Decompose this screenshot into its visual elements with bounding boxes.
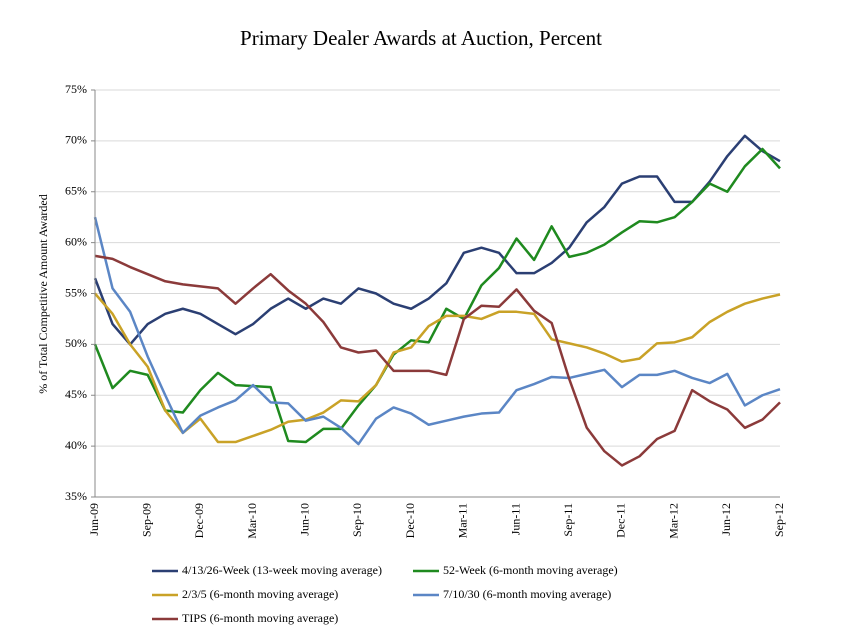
grid xyxy=(95,89,780,498)
x-tick-label: Jun-10 xyxy=(298,503,312,536)
legend-label: 52-Week (6-month moving average) xyxy=(443,563,618,577)
y-tick-label: 35% xyxy=(65,489,87,503)
y-axis-label: % of Total Competitive Amount Awarded xyxy=(36,194,50,393)
y-tick-label: 75% xyxy=(65,82,87,96)
y-tick-label: 55% xyxy=(65,285,87,299)
legend-label: TIPS (6-month moving average) xyxy=(182,611,338,625)
x-tick-label: Mar-10 xyxy=(245,503,259,539)
legend-label: 7/10/30 (6-month moving average) xyxy=(443,587,611,601)
y-tick-label: 65% xyxy=(65,184,87,198)
y-tick-label: 45% xyxy=(65,387,87,401)
x-tick-label: Mar-11 xyxy=(456,503,470,538)
series-line xyxy=(93,134,781,346)
y-tick-label: 50% xyxy=(65,336,87,350)
legend-label: 4/13/26-Week (13-week moving average) xyxy=(182,563,382,577)
x-tick-label: Dec-11 xyxy=(614,503,628,538)
legend: 4/13/26-Week (13-week moving average) 52-… xyxy=(152,563,618,625)
chart-title: Primary Dealer Awards at Auction, Percen… xyxy=(240,26,602,50)
lines xyxy=(93,134,781,467)
series-line xyxy=(94,254,781,467)
x-tick-label: Mar-12 xyxy=(666,503,680,539)
x-tick-label: Jun-12 xyxy=(719,503,733,536)
series-line xyxy=(93,216,781,446)
axes: 35% 40% 45% 50% 55% 60% 65% 70% 75% Jun-09 Sep-09 D… xyxy=(65,82,786,539)
x-tick-label: Dec-10 xyxy=(403,503,417,538)
y-tick-label: 40% xyxy=(65,438,87,452)
y-tick-label: 60% xyxy=(65,234,87,248)
x-tick-label: Sep-09 xyxy=(139,503,153,537)
x-tick-label: Jun-09 xyxy=(87,503,101,536)
y-tick-label: 70% xyxy=(65,133,87,147)
legend-label: 2/3/5 (6-month moving average) xyxy=(182,587,338,601)
x-tick-label: Dec-09 xyxy=(192,503,206,538)
series-line xyxy=(93,147,781,444)
x-tick-label: Jun-11 xyxy=(508,503,522,535)
x-tick-label: Sep-12 xyxy=(772,503,786,537)
x-tick-label: Sep-10 xyxy=(350,503,364,537)
x-tick-label: Sep-11 xyxy=(561,503,575,537)
series-line xyxy=(94,292,781,444)
